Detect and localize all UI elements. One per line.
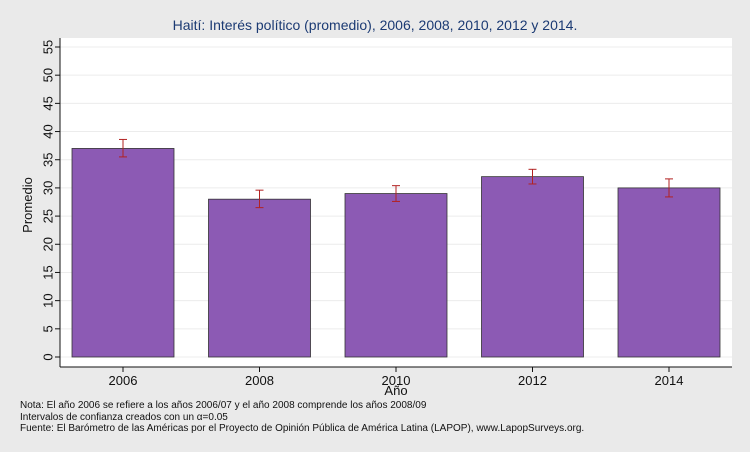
bars bbox=[71, 148, 721, 358]
chart-notes: Nota: El año 2006 se refiere a los años … bbox=[20, 400, 584, 435]
x-axis-label: Año bbox=[384, 383, 407, 398]
y-tick-label: 15 bbox=[41, 265, 56, 279]
y-tick-label: 40 bbox=[41, 124, 56, 138]
bar bbox=[208, 198, 311, 358]
bar bbox=[344, 193, 448, 358]
y-tick-label: 10 bbox=[41, 293, 56, 307]
x-tick-label: 2012 bbox=[518, 373, 547, 388]
note-line: Nota: El año 2006 se refiere a los años … bbox=[20, 400, 427, 411]
x-tick-label: 2010 bbox=[382, 373, 411, 388]
y-tick-label: 45 bbox=[41, 96, 56, 110]
source-line: Fuente: El Barómetro de las Américas por… bbox=[20, 423, 585, 434]
y-tick-label: 0 bbox=[41, 353, 56, 360]
note-line: Intervalos de confianza creados con un α… bbox=[20, 411, 228, 423]
y-tick-label: 35 bbox=[41, 152, 56, 166]
y-tick-label: 55 bbox=[41, 40, 56, 54]
bar bbox=[71, 148, 175, 358]
y-tick-label: 30 bbox=[41, 181, 56, 195]
y-tick-label: 50 bbox=[41, 68, 56, 82]
bar bbox=[481, 176, 584, 358]
y-ticks: 0 5 10 15 20 25 30 35 40 45 50 55 bbox=[41, 40, 60, 361]
chart-title: Haití: Interés político (promedio), 2006… bbox=[173, 17, 578, 33]
y-axis-label: Promedio bbox=[20, 177, 35, 233]
y-tick-label: 5 bbox=[41, 325, 56, 332]
x-ticks: 2006 2008 2010 2012 2014 bbox=[109, 367, 684, 388]
bar bbox=[617, 187, 721, 358]
x-tick-label: 2014 bbox=[655, 373, 684, 388]
x-tick-label: 2006 bbox=[109, 373, 138, 388]
y-tick-label: 25 bbox=[41, 209, 56, 223]
x-tick-label: 2008 bbox=[245, 373, 274, 388]
y-tick-label: 20 bbox=[41, 237, 56, 251]
error-bars bbox=[119, 138, 673, 209]
